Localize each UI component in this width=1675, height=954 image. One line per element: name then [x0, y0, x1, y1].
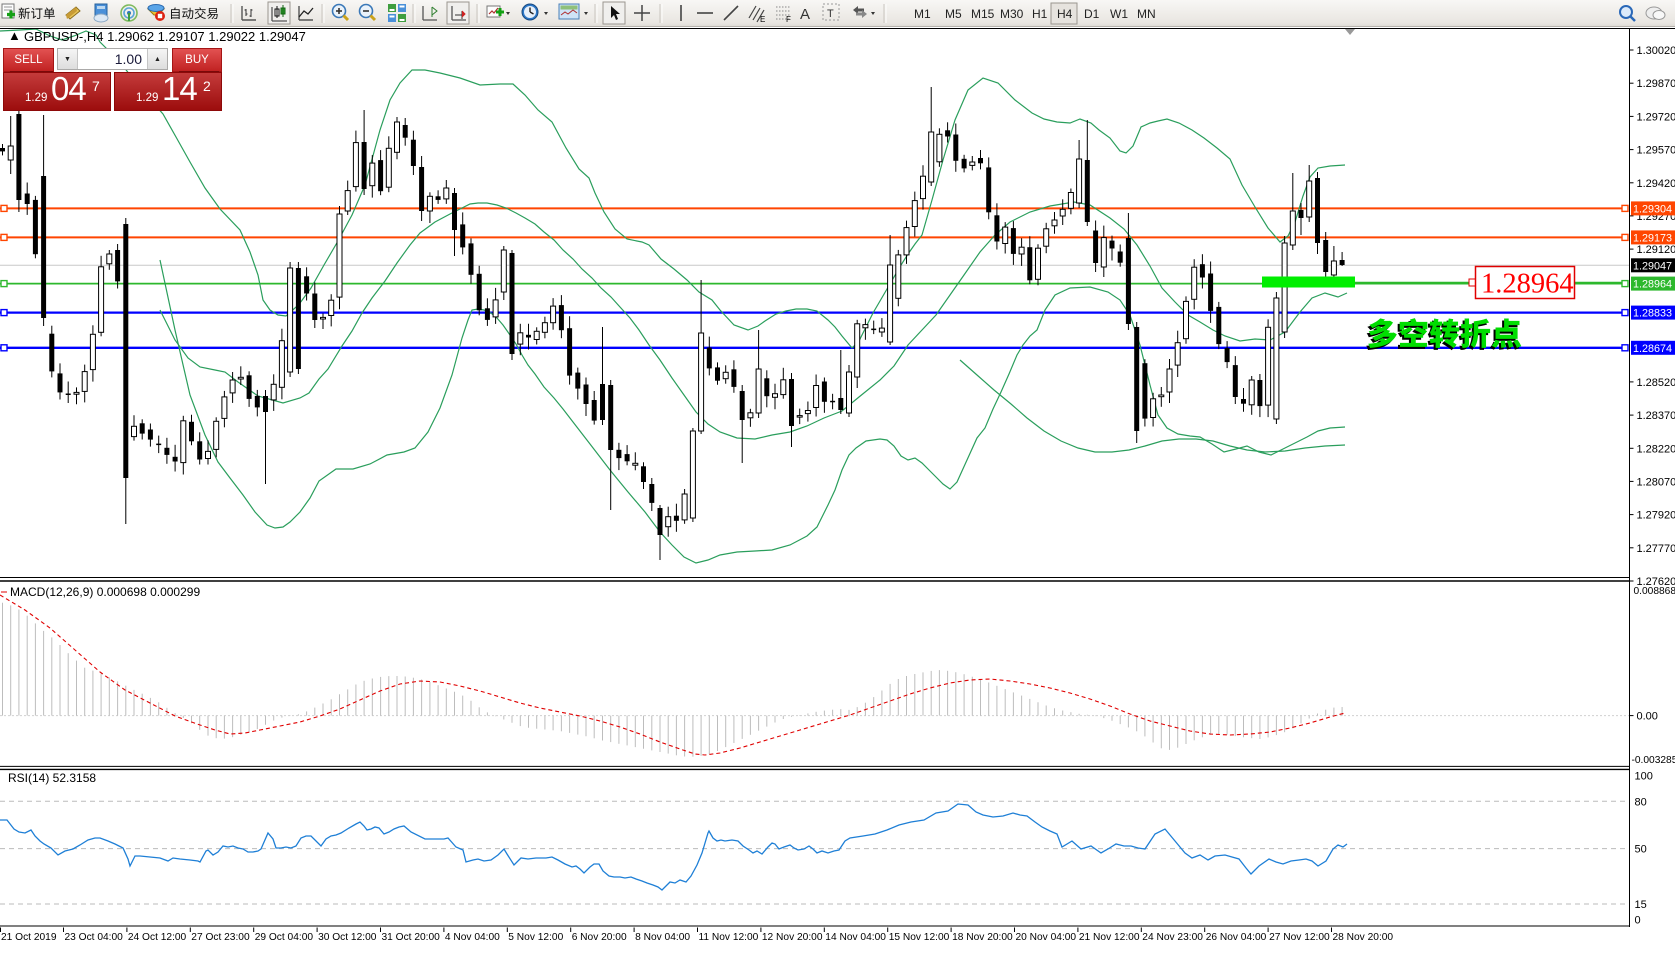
svg-text:1.29870: 1.29870: [1637, 78, 1675, 90]
svg-text:M30: M30: [1000, 7, 1024, 21]
svg-text:5 Nov 12:00: 5 Nov 12:00: [508, 932, 563, 943]
svg-text:F: F: [786, 15, 791, 24]
svg-text:▲: ▲: [8, 28, 21, 43]
svg-text:T: T: [827, 8, 834, 20]
svg-text:1.29570: 1.29570: [1637, 145, 1675, 157]
svg-text:8 Nov 04:00: 8 Nov 04:00: [635, 932, 690, 943]
svg-text:E: E: [760, 15, 765, 24]
svg-text:MACD(12,26,9) 0.000698 0.00029: MACD(12,26,9) 0.000698 0.000299: [10, 585, 200, 599]
svg-text:12 Nov 20:00: 12 Nov 20:00: [762, 932, 823, 943]
svg-text:M1: M1: [914, 7, 931, 21]
svg-text:27 Oct 23:00: 27 Oct 23:00: [191, 932, 250, 943]
svg-text:1.29720: 1.29720: [1637, 111, 1675, 123]
svg-text:18 Nov 20:00: 18 Nov 20:00: [952, 932, 1013, 943]
svg-text:20 Nov 04:00: 20 Nov 04:00: [1016, 932, 1077, 943]
svg-text:1.28520: 1.28520: [1637, 377, 1675, 389]
svg-text:M15: M15: [971, 7, 995, 21]
svg-text:W1: W1: [1110, 7, 1128, 21]
svg-text:MN: MN: [1137, 7, 1156, 21]
svg-text:1.27770: 1.27770: [1637, 543, 1675, 555]
svg-text:14 Nov 04:00: 14 Nov 04:00: [825, 932, 886, 943]
svg-text:1.29173: 1.29173: [1633, 232, 1672, 244]
svg-text:1.27920: 1.27920: [1637, 510, 1675, 522]
svg-text:1.28220: 1.28220: [1637, 443, 1675, 455]
svg-text:29 Oct 04:00: 29 Oct 04:00: [255, 932, 314, 943]
svg-text:1.28964: 1.28964: [1481, 269, 1574, 300]
svg-text:21 Oct 2019: 21 Oct 2019: [1, 932, 57, 943]
svg-text:-0.003285: -0.003285: [1632, 755, 1675, 766]
svg-text:1.28833: 1.28833: [1633, 308, 1672, 320]
svg-text:0.00: 0.00: [1637, 711, 1658, 723]
svg-text:15: 15: [1635, 899, 1647, 911]
svg-text:50: 50: [1635, 844, 1647, 856]
svg-text:31 Oct 20:00: 31 Oct 20:00: [382, 932, 441, 943]
svg-text:15 Nov 12:00: 15 Nov 12:00: [889, 932, 950, 943]
svg-text:28 Nov 20:00: 28 Nov 20:00: [1333, 932, 1394, 943]
svg-text:23 Oct 04:00: 23 Oct 04:00: [65, 932, 124, 943]
svg-text:0: 0: [1635, 915, 1641, 927]
svg-text:6 Nov 20:00: 6 Nov 20:00: [572, 932, 627, 943]
svg-text:D1: D1: [1084, 7, 1100, 21]
svg-text:4 Nov 04:00: 4 Nov 04:00: [445, 932, 500, 943]
svg-text:11 Nov 12:00: 11 Nov 12:00: [699, 932, 759, 943]
svg-text:1.28674: 1.28674: [1633, 343, 1672, 355]
svg-text:27 Nov 12:00: 27 Nov 12:00: [1269, 932, 1330, 943]
svg-text:1.28070: 1.28070: [1637, 476, 1675, 488]
svg-text:GBPUSD-,H4 1.29062 1.29107 1.: GBPUSD-,H4 1.29062 1.29107 1.29022 1.290…: [24, 29, 306, 44]
svg-text:24 Nov 23:00: 24 Nov 23:00: [1142, 932, 1203, 943]
svg-text:1.29047: 1.29047: [1633, 260, 1672, 272]
svg-text:1.28370: 1.28370: [1637, 410, 1675, 422]
svg-text:1.29304: 1.29304: [1633, 203, 1672, 215]
svg-text:H1: H1: [1032, 7, 1048, 21]
svg-text:26 Nov 04:00: 26 Nov 04:00: [1206, 932, 1267, 943]
svg-text:1.29120: 1.29120: [1637, 244, 1675, 256]
svg-text:30 Oct 12:00: 30 Oct 12:00: [318, 932, 377, 943]
svg-text:21 Nov 12:00: 21 Nov 12:00: [1079, 932, 1140, 943]
svg-text:80: 80: [1635, 796, 1647, 808]
svg-text:1.30020: 1.30020: [1637, 45, 1675, 57]
svg-text:M5: M5: [945, 7, 962, 21]
svg-text:1.29420: 1.29420: [1637, 178, 1675, 190]
svg-text:100: 100: [1635, 771, 1653, 783]
svg-text:RSI(14) 52.3158: RSI(14) 52.3158: [8, 771, 96, 785]
svg-text:24 Oct 12:00: 24 Oct 12:00: [128, 932, 187, 943]
svg-text:1.27620: 1.27620: [1637, 576, 1675, 588]
svg-text:1.28964: 1.28964: [1633, 279, 1672, 291]
svg-text:A: A: [800, 6, 810, 23]
svg-text:H4: H4: [1057, 7, 1073, 21]
